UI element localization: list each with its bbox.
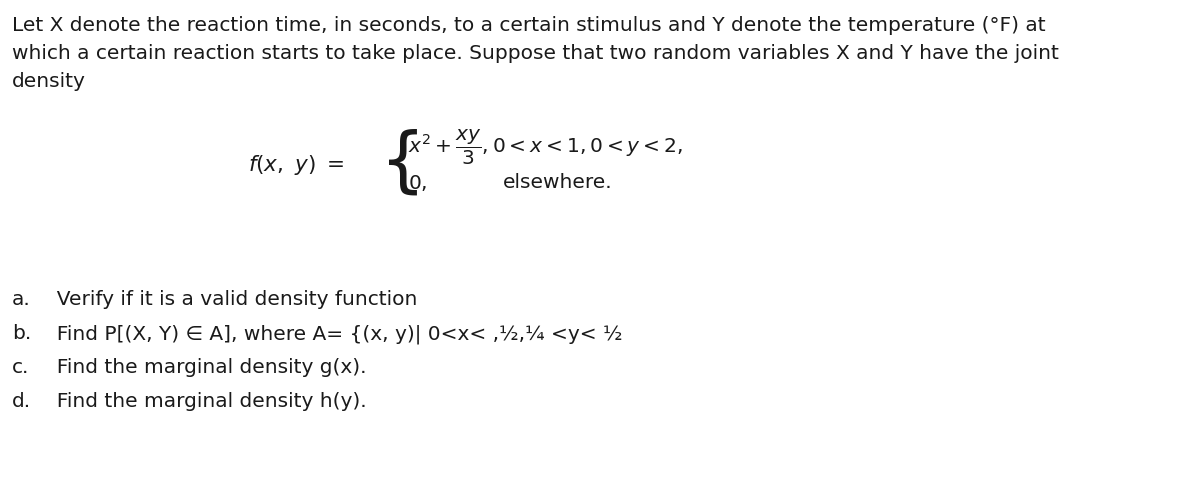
Text: Find the marginal density g(x).: Find the marginal density g(x). (44, 358, 366, 377)
Text: $\mathit{f}$$\mathit{(x,\ y)}$ $=$: $\mathit{f}$$\mathit{(x,\ y)}$ $=$ (248, 153, 344, 177)
Text: $0,$: $0,$ (408, 173, 427, 193)
Text: Find the marginal density h(y).: Find the marginal density h(y). (44, 392, 367, 411)
Text: which a certain reaction starts to take place. Suppose that two random variables: which a certain reaction starts to take … (12, 44, 1058, 63)
Text: density: density (12, 72, 86, 91)
Text: c.: c. (12, 358, 29, 377)
Text: elsewhere.: elsewhere. (503, 174, 613, 192)
Text: b.: b. (12, 324, 31, 343)
Text: Let X denote the reaction time, in seconds, to a certain stimulus and Y denote t: Let X denote the reaction time, in secon… (12, 16, 1045, 35)
Text: $x^2+\dfrac{xy}{3}$$,0<x<1,0<y<2,$: $x^2+\dfrac{xy}{3}$$,0<x<1,0<y<2,$ (408, 127, 683, 166)
Text: Verify if it is a valid density function: Verify if it is a valid density function (44, 290, 418, 309)
Text: d.: d. (12, 392, 31, 411)
Text: a.: a. (12, 290, 31, 309)
Text: {: { (380, 128, 426, 198)
Text: Find P[(X, Y) ∈ A], where A= {(x, y)| 0<x< ,½,¼ <y< ½: Find P[(X, Y) ∈ A], where A= {(x, y)| 0<… (44, 324, 623, 344)
